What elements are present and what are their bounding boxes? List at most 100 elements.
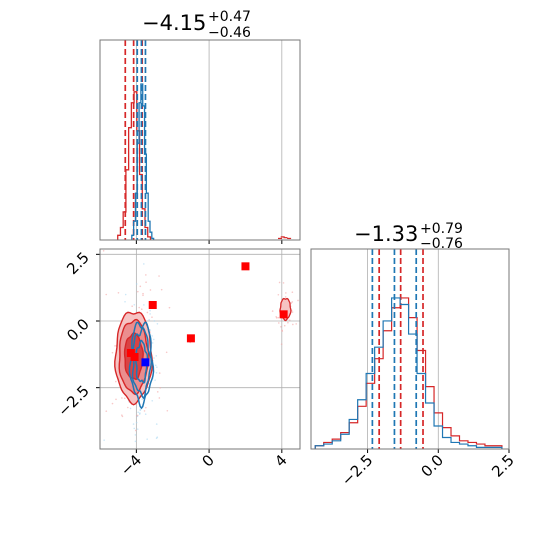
sample-dot — [132, 423, 135, 425]
sample-dot — [123, 397, 126, 400]
panel-marginal-param-2: −2.5 0.0 2.5 — [310, 248, 518, 490]
title-param-2-lower: −0.76 — [420, 236, 463, 252]
sample-dot — [285, 292, 287, 294]
xtick-label-0: −2.5 — [338, 451, 376, 489]
sample-dot — [156, 391, 159, 393]
title-param-2-value: −1.33 — [354, 222, 418, 246]
sample-dot — [102, 249, 105, 252]
sample-dot — [105, 410, 108, 412]
sample-dot — [136, 428, 139, 430]
sample-dot — [156, 366, 158, 368]
marker-point-1 — [148, 301, 157, 309]
sample-dot — [168, 306, 171, 309]
sample-dot — [131, 305, 133, 308]
sample-dot — [282, 282, 285, 284]
sample-dot — [115, 380, 117, 383]
sample-dot — [115, 398, 117, 401]
sample-dot — [121, 414, 123, 416]
contour-blue-0 — [128, 321, 155, 410]
xtick-label-1: 0 — [198, 451, 217, 470]
sample-dot — [145, 281, 147, 284]
sample-dot — [149, 329, 152, 331]
sample-dot — [105, 293, 108, 296]
panel-marginal-param-1 — [99, 39, 301, 244]
sample-dot — [135, 283, 138, 285]
sample-dot — [145, 274, 147, 276]
sample-dot — [155, 355, 158, 357]
sample-dot — [151, 342, 154, 344]
sample-dot — [277, 293, 280, 296]
title-param-1-lower: −0.46 — [208, 25, 251, 41]
sample-dot — [133, 427, 136, 430]
sample-dot — [121, 397, 123, 399]
sample-dot — [155, 371, 158, 374]
sample-dot — [137, 290, 139, 293]
sample-dot — [146, 311, 149, 314]
sample-dot — [149, 289, 152, 291]
sample-dot — [291, 311, 294, 313]
sample-dot — [166, 409, 169, 412]
sample-dot — [152, 338, 155, 341]
sample-dot — [103, 439, 105, 441]
sample-dot — [288, 319, 291, 321]
sample-dot — [139, 285, 142, 288]
title-param-1: −4.15 +0.47 −0.46 — [142, 9, 251, 41]
marker-point-5 — [130, 353, 139, 361]
sample-dot — [144, 413, 147, 416]
panel-joint-scatter: −4 0 4 2.5 0.0 −2.5 — [54, 248, 301, 479]
sample-dot — [277, 316, 280, 319]
sample-dot — [142, 292, 144, 295]
sample-dot — [149, 309, 151, 312]
sample-dot — [117, 291, 120, 294]
sample-dot — [124, 293, 127, 296]
sample-dot — [158, 372, 161, 374]
ytick-label-1: 0.0 — [63, 315, 93, 345]
sample-dot — [295, 323, 298, 325]
title-param-2-upper: +0.79 — [420, 221, 463, 237]
sample-dot — [143, 304, 145, 306]
sample-dot — [133, 303, 136, 306]
sample-dot — [111, 351, 114, 354]
sample-dot — [291, 291, 294, 294]
sample-dot — [134, 429, 137, 432]
sample-dot — [111, 402, 114, 405]
contour-blue-1 — [131, 327, 153, 400]
marker-point-2 — [186, 334, 195, 343]
hist-series-1 — [314, 297, 503, 449]
sample-dot — [160, 288, 163, 291]
sample-dot — [280, 325, 282, 328]
hist-series-0 — [314, 297, 503, 449]
sample-dot — [155, 423, 158, 425]
sample-dot — [281, 329, 283, 332]
sample-dot — [138, 413, 141, 415]
sample-dot — [121, 415, 124, 418]
marker-point-0 — [241, 262, 250, 271]
sample-dot — [139, 409, 142, 412]
hist-series-1 — [131, 83, 155, 240]
xtick-label-2: 2.5 — [488, 451, 518, 481]
sample-dot — [151, 335, 153, 337]
sample-dot — [141, 398, 144, 401]
sample-dot — [149, 313, 151, 315]
sample-dot — [297, 299, 299, 302]
axes-frame-param-2 — [310, 248, 510, 450]
sample-dot — [151, 399, 154, 402]
sample-dot — [142, 294, 144, 297]
xtick-label-0: −4 — [117, 451, 145, 479]
sample-dot — [158, 275, 160, 277]
sample-dot — [280, 343, 283, 345]
sample-dot — [283, 324, 286, 327]
sample-dot — [278, 322, 280, 324]
sample-dot — [114, 345, 116, 347]
sample-dot — [126, 406, 129, 409]
sample-dot — [138, 306, 140, 309]
ytick-label-0: 2.5 — [63, 248, 93, 278]
sample-dot — [124, 300, 126, 303]
sample-dot — [134, 434, 137, 436]
sample-dot — [292, 323, 294, 326]
contour-blue-2 — [135, 339, 149, 384]
sample-dot — [154, 379, 156, 381]
xtick-label-1: 0.0 — [418, 451, 448, 481]
sample-dot — [158, 397, 161, 399]
